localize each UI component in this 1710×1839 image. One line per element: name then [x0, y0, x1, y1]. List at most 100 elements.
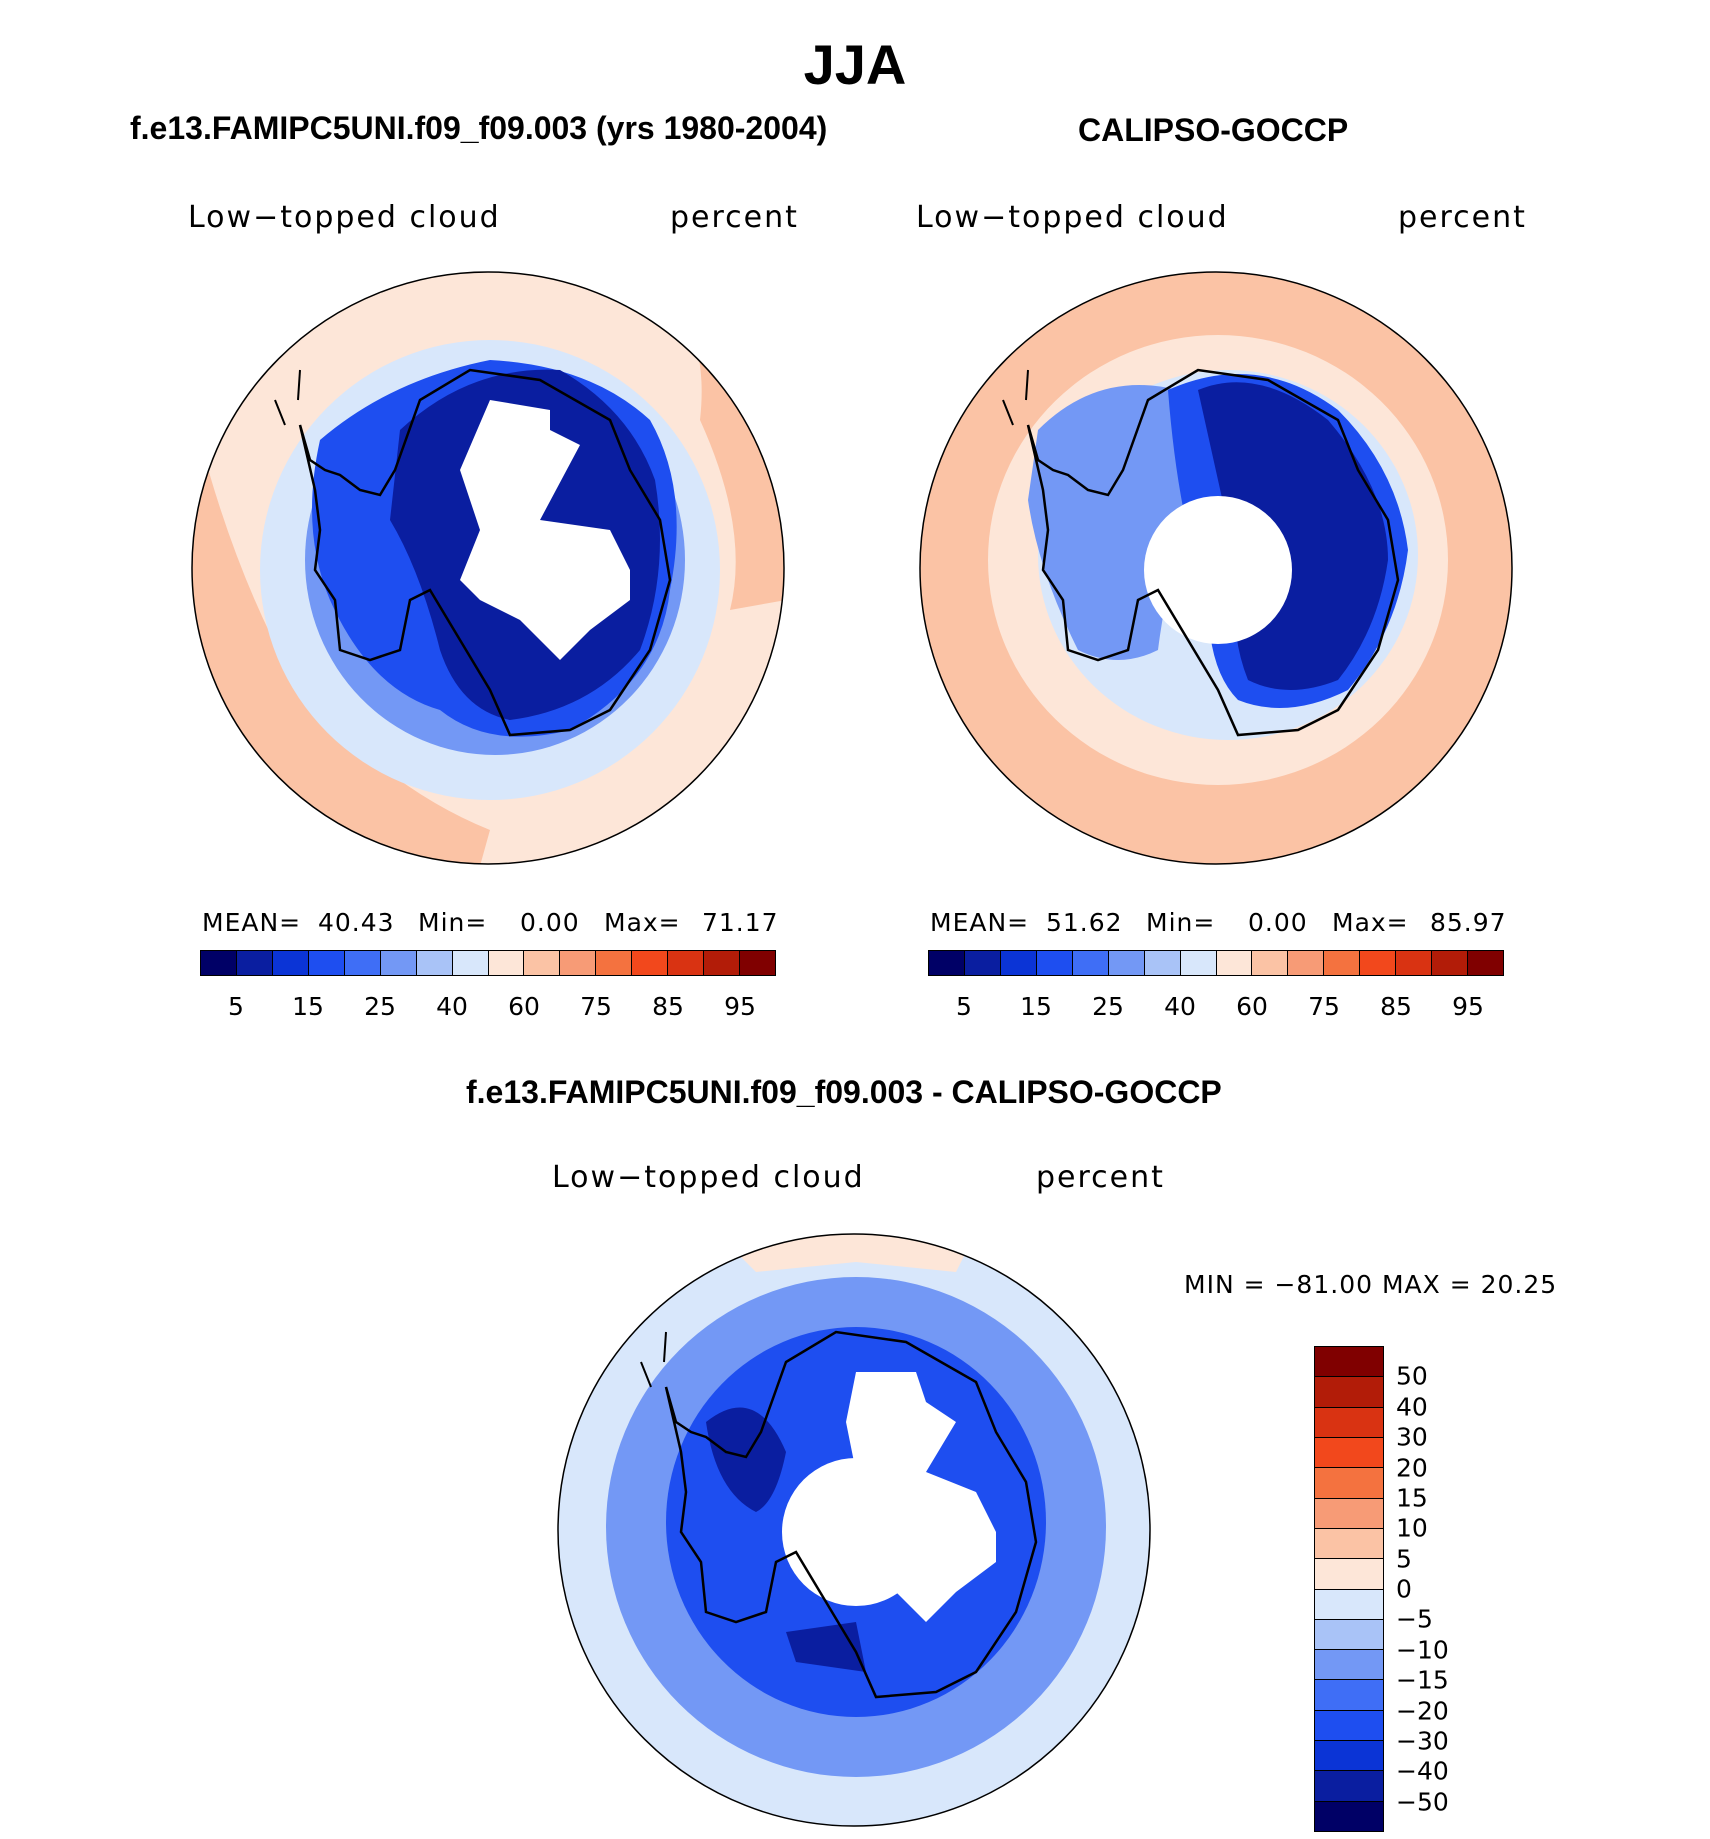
model-polar-map [191, 271, 785, 865]
colorbar-swatch [1315, 1589, 1383, 1620]
diff-polar-map [557, 1233, 1151, 1827]
colorbar-swatch [1315, 1347, 1383, 1378]
obs-mean-value: 51.62 [1046, 908, 1123, 937]
colorbar-swatch [1315, 1498, 1383, 1529]
colorbar-tick-label: 5 [956, 992, 972, 1021]
colorbar-swatch [1216, 951, 1253, 975]
model-max-value: 71.17 [702, 908, 779, 937]
colorbar-swatch [1144, 951, 1181, 975]
colorbar-swatch [1396, 951, 1433, 975]
colorbar-tick-label: 50 [1396, 1361, 1428, 1391]
colorbar-swatch [1315, 1559, 1383, 1590]
colorbar-tick-label: 15 [1020, 992, 1052, 1021]
colorbar-swatch [1252, 951, 1289, 975]
diff-panel-title: f.e13.FAMIPC5UNI.f09_f09.003 - CALIPSO-G… [466, 1074, 1222, 1110]
model-min-label: Min= [418, 908, 488, 937]
colorbar-swatch [201, 951, 237, 975]
colorbar-swatch [1108, 951, 1145, 975]
colorbar-swatch [1180, 951, 1217, 975]
colorbar-swatch [1432, 951, 1469, 975]
colorbar-tick-label: −20 [1396, 1696, 1449, 1725]
colorbar-swatch [929, 951, 965, 975]
colorbar-tick-label: 25 [364, 992, 396, 1021]
obs-max-value: 85.97 [1430, 908, 1507, 937]
colorbar-swatch [1072, 951, 1109, 975]
model-colorbar-ticks: 5 15 25 40 60 75 85 95 [200, 992, 776, 1022]
model-mean-value: 40.43 [318, 908, 395, 937]
main-title: JJA [803, 33, 907, 96]
colorbar-tick-label: 40 [1396, 1392, 1428, 1422]
colorbar-swatch [1288, 951, 1325, 975]
colorbar-swatch [1315, 1680, 1383, 1711]
diff-colorbar [1314, 1346, 1384, 1832]
colorbar-tick-label: −5 [1396, 1604, 1433, 1634]
obs-min-label: Min= [1146, 908, 1216, 937]
colorbar-tick-label: −40 [1396, 1756, 1449, 1786]
colorbar-swatch [1315, 1468, 1383, 1499]
colorbar-swatch [308, 951, 345, 975]
obs-polar-map [919, 271, 1513, 865]
colorbar-tick-label: 5 [228, 992, 244, 1021]
colorbar-swatch [740, 951, 775, 975]
colorbar-tick-label: 60 [1236, 992, 1268, 1021]
colorbar-swatch [380, 951, 417, 975]
colorbar-swatch [1000, 951, 1037, 975]
colorbar-tick-label: 10 [1396, 1513, 1428, 1543]
colorbar-tick-label: 95 [724, 992, 756, 1021]
diff-colorbar-ticks: 50 40 30 20 15 10 5 0 −5 −10 −15 −20 −30 −40 −50 [1396, 1346, 1516, 1832]
colorbar-tick-label: 40 [436, 992, 468, 1021]
colorbar-tick-label: 30 [1396, 1422, 1428, 1452]
diff-range-text: MIN = −81.00 MAX = 20.25 [1184, 1270, 1558, 1299]
obs-variable-label: Low−topped cloud [916, 200, 1229, 235]
colorbar-swatch [1360, 951, 1397, 975]
obs-colorbar-ticks: 5 15 25 40 60 75 85 95 [928, 992, 1504, 1022]
obs-units-label: percent [1398, 200, 1527, 235]
colorbar-swatch [1315, 1619, 1383, 1651]
colorbar-swatch [704, 951, 741, 975]
colorbar-tick-label: −15 [1396, 1665, 1449, 1695]
colorbar-swatch [1315, 1710, 1383, 1742]
colorbar-swatch [236, 951, 273, 975]
model-max-label: Max= [604, 908, 681, 937]
model-units-label: percent [670, 200, 799, 235]
colorbar-tick-label: −50 [1396, 1787, 1449, 1817]
colorbar-tick-label: 20 [1396, 1453, 1428, 1482]
colorbar-swatch [1315, 1741, 1383, 1772]
colorbar-tick-label: 85 [1380, 992, 1412, 1021]
colorbar-swatch [1036, 951, 1073, 975]
colorbar-tick-label: 95 [1452, 992, 1484, 1021]
diff-units-label: percent [1036, 1160, 1165, 1195]
obs-max-label: Max= [1332, 908, 1409, 937]
colorbar-tick-label: 40 [1164, 992, 1196, 1021]
colorbar-tick-label: 75 [1308, 992, 1340, 1021]
colorbar-swatch [1315, 1771, 1383, 1802]
colorbar-tick-label: 85 [652, 992, 684, 1021]
colorbar-swatch [488, 951, 525, 975]
colorbar-swatch [1315, 1650, 1383, 1681]
colorbar-tick-label: −30 [1396, 1726, 1449, 1756]
model-min-value: 0.00 [520, 908, 580, 937]
colorbar-swatch [452, 951, 489, 975]
diff-variable-label: Low−topped cloud [552, 1160, 865, 1195]
colorbar-swatch [344, 951, 381, 975]
obs-mean-label: MEAN= [930, 908, 1030, 937]
obs-min-value: 0.00 [1248, 908, 1308, 937]
colorbar-swatch [1315, 1407, 1383, 1438]
colorbar-tick-label: 75 [580, 992, 612, 1021]
colorbar-tick-label: 25 [1092, 992, 1124, 1021]
colorbar-swatch [524, 951, 561, 975]
obs-colorbar [928, 950, 1504, 976]
colorbar-tick-label: 15 [292, 992, 324, 1021]
obs-panel-title: CALIPSO-GOCCP [1078, 112, 1349, 148]
colorbar-swatch [668, 951, 705, 975]
colorbar-swatch [1315, 1377, 1383, 1408]
colorbar-tick-label: 5 [1396, 1544, 1412, 1574]
model-colorbar [200, 950, 776, 976]
colorbar-swatch [1315, 1528, 1383, 1560]
model-variable-label: Low−topped cloud [188, 200, 501, 235]
colorbar-tick-label: 0 [1396, 1574, 1412, 1604]
colorbar-swatch [272, 951, 309, 975]
colorbar-swatch [596, 951, 633, 975]
colorbar-swatch [1324, 951, 1361, 975]
colorbar-swatch [964, 951, 1001, 975]
